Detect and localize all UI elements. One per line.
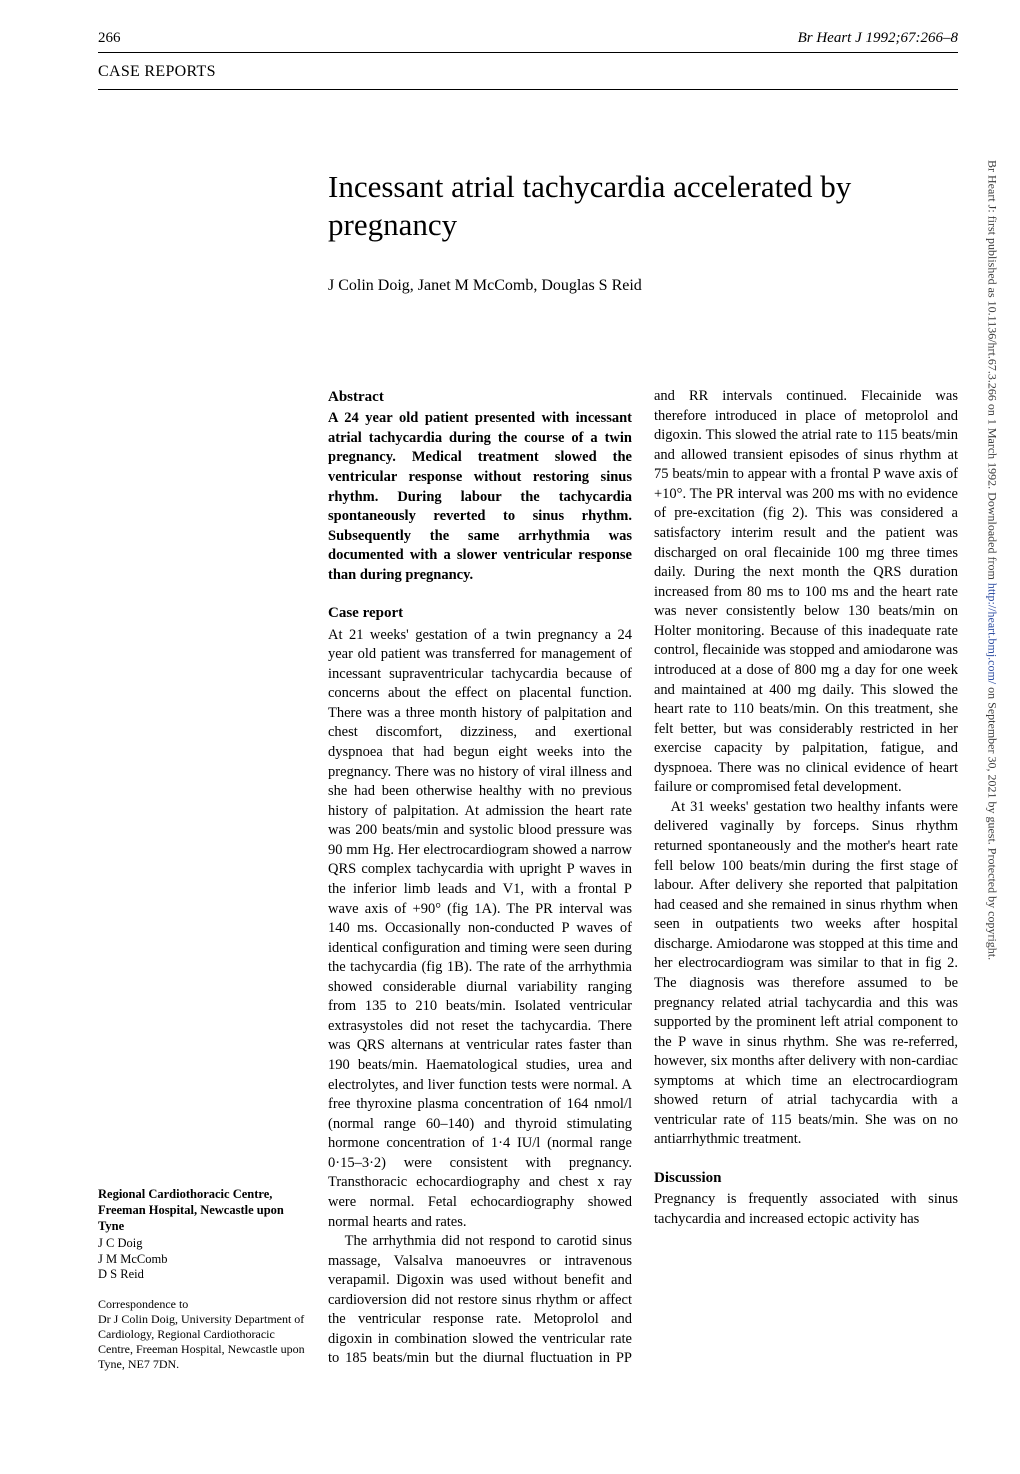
article-authors: J Colin Doig, Janet M McComb, Douglas S … <box>328 275 958 297</box>
journal-citation: Br Heart J 1992;67:266–8 <box>798 28 958 48</box>
correspondence-block: Correspondence to Dr J Colin Doig, Unive… <box>98 1297 306 1372</box>
article-title: Incessant atrial tachycardia accelerated… <box>328 168 958 244</box>
download-watermark: Br Heart J: first published as 10.1136/h… <box>978 160 1006 1340</box>
case-paragraph-1: At 21 weeks' gestation of a twin pregnan… <box>328 626 632 1232</box>
top-divider <box>98 52 958 53</box>
discussion-paragraph-1: Pregnancy is frequently associated with … <box>654 1190 958 1229</box>
section-label: CASE REPORTS <box>98 55 958 87</box>
watermark-link[interactable]: http://heart.bmj.com/ <box>985 583 999 684</box>
watermark-prefix: Br Heart J: first published as 10.1136/h… <box>985 160 999 583</box>
affiliation-block: Regional Cardiothoracic Centre, Freeman … <box>98 1187 306 1234</box>
watermark-suffix: on September 30, 2021 by guest. Protecte… <box>985 687 999 960</box>
abstract-text: A 24 year old patient presented with inc… <box>328 409 632 585</box>
case-paragraph-3: At 31 weeks' gestation two healthy infan… <box>654 798 958 1150</box>
page-number: 266 <box>98 28 121 48</box>
abstract-heading: Abstract <box>328 387 632 407</box>
affiliation-authors: J C Doig J M McComb D S Reid <box>98 1236 306 1283</box>
case-report-heading: Case report <box>328 603 632 623</box>
discussion-heading: Discussion <box>654 1168 958 1188</box>
section-divider <box>98 89 958 90</box>
